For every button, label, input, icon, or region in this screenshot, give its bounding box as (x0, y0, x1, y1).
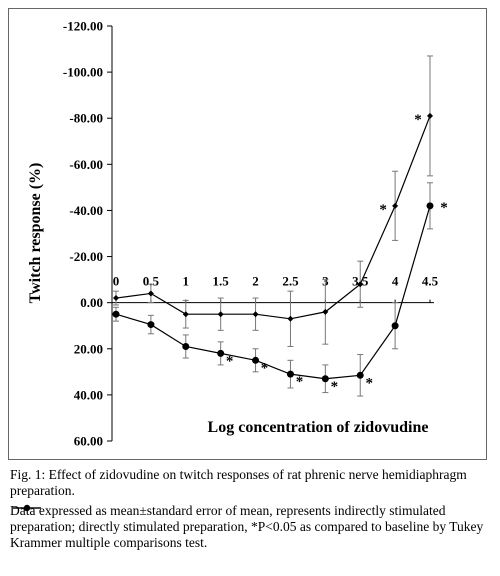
data-point-indirect (147, 290, 154, 297)
data-point-indirect (252, 311, 259, 318)
figure-caption-title: Fig. 1: Effect of zidovudine on twitch r… (10, 467, 467, 498)
y-tick-label: 0.00 (80, 295, 103, 310)
twitch-response-chart: -120.00 -100.00 -80.00 -60.00 -40.00 -20.00 0.… (27, 19, 448, 449)
data-point-indirect (287, 315, 294, 322)
significance-marker: * (414, 112, 422, 128)
data-point-direct (182, 342, 190, 350)
caption-body-part2: represents indirectly stimulated prepara… (10, 503, 446, 534)
data-point-indirect (217, 311, 224, 318)
data-point-direct (321, 375, 329, 383)
figure-caption-body: Data expressed as mean±standard error of… (10, 503, 492, 551)
data-point-direct (252, 356, 260, 364)
series-line-indirect (115, 115, 431, 320)
data-point-indirect (182, 311, 189, 318)
significance-marker: * (261, 360, 269, 376)
data-point-direct (112, 310, 120, 318)
x-tick-label: 1.5 (213, 274, 230, 289)
data-point-direct (426, 202, 434, 210)
y-tick-label: -120.00 (63, 19, 103, 34)
x-tick-label: 4.5 (422, 274, 439, 289)
y-tick-label: 60.00 (74, 434, 103, 449)
y-tick-label: -60.00 (69, 157, 103, 172)
data-point-direct (147, 321, 155, 329)
x-tick-label: 4 (392, 274, 399, 289)
data-point-direct (391, 322, 399, 330)
data-point-indirect (427, 112, 433, 119)
y-tick-label: -20.00 (69, 249, 103, 264)
significance-marker: * (226, 353, 234, 369)
y-tick-label: -80.00 (69, 111, 103, 126)
significance-marker: * (379, 202, 387, 218)
significance-marker: * (331, 379, 339, 395)
y-tick-label: -40.00 (69, 203, 103, 218)
series-line-direct (115, 205, 431, 380)
data-point-indirect (392, 202, 399, 209)
y-tick-label: 20.00 (74, 341, 103, 356)
legend-direct-swatch (13, 504, 41, 512)
y-tick-label: -100.00 (63, 65, 103, 80)
caption-body-part1: Data expressed as mean±standard error of… (10, 503, 273, 518)
significance-marker: * (296, 374, 304, 390)
caption-body-part3: directly stimulated preparation, *P<0.05… (10, 519, 484, 550)
data-point-indirect (113, 295, 119, 302)
x-tick-label: 1 (183, 274, 190, 289)
significance-marker: * (365, 375, 373, 391)
y-tick-label: 40.00 (74, 387, 103, 402)
y-axis-label: Twitch response (%) (27, 163, 44, 304)
x-tick-label: 0 (113, 274, 120, 289)
data-point-indirect (322, 308, 329, 315)
chart-frame (8, 8, 487, 460)
x-tick-label: 2.5 (282, 274, 299, 289)
data-point-direct (217, 349, 225, 357)
x-tick-label: 0.5 (143, 274, 160, 289)
data-point-direct (356, 371, 364, 379)
significance-marker: * (440, 200, 448, 216)
x-axis-label: Log concentration of zidovudine (208, 419, 429, 436)
data-point-direct (286, 370, 294, 378)
x-tick-label: 2 (252, 274, 259, 289)
data-point-indirect (357, 281, 364, 288)
